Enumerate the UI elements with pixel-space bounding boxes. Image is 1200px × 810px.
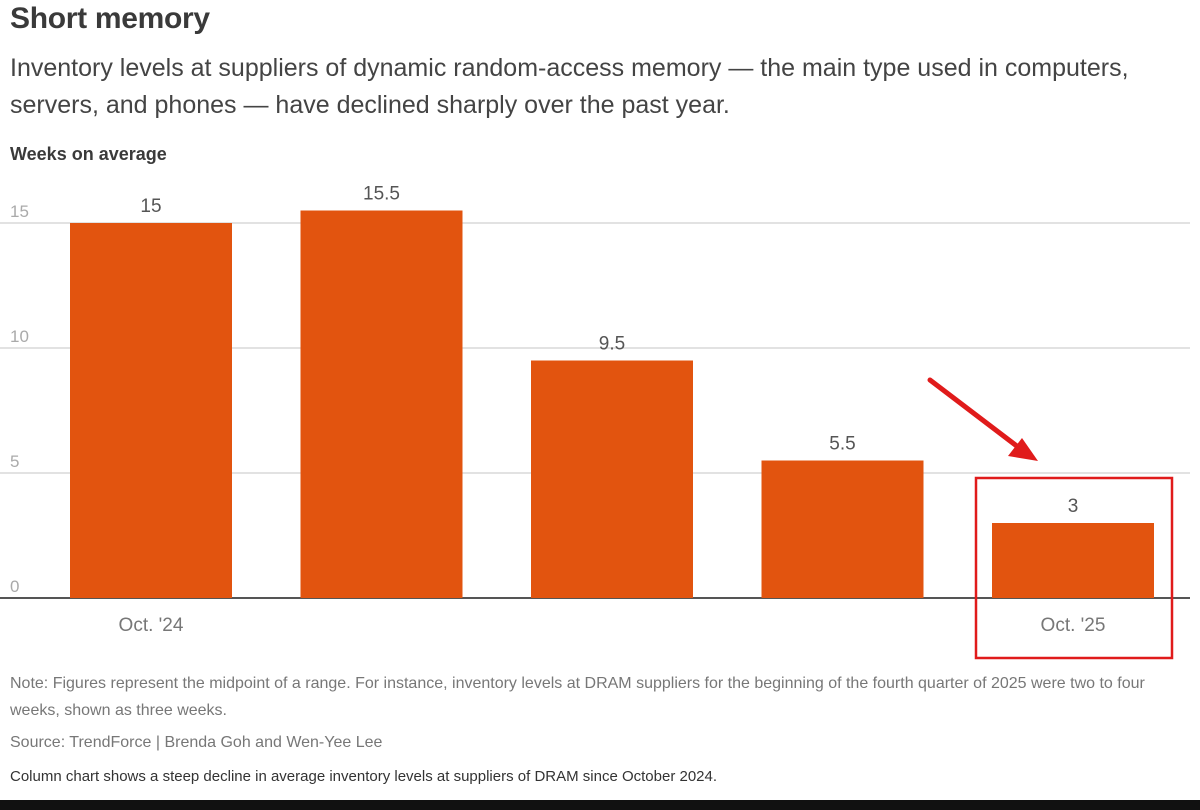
x-tick-label: Oct. '24 (119, 615, 184, 636)
bar-layer (70, 210, 1154, 598)
annotation-layer (927, 377, 1174, 660)
y-axis-label: Weeks on average (10, 144, 167, 164)
y-tick-label: 15 (10, 202, 29, 221)
chart-note: Note: Figures represent the midpoint of … (10, 675, 1145, 719)
bar (300, 210, 463, 598)
data-label: 5.5 (829, 434, 855, 455)
label-layer: 15 Oct. '24 15.5 9.5 5.5 3 Oct. '25 (119, 184, 1106, 637)
y-tick-label: 5 (10, 452, 19, 471)
highlight-box (974, 476, 1174, 660)
chart-description: Column chart shows a steep decline in av… (10, 768, 718, 785)
chart-title: Short memory (10, 2, 210, 35)
bar (992, 523, 1154, 598)
data-label: 15 (140, 196, 161, 217)
chart-subtitle: Inventory levels at suppliers of dynamic… (10, 54, 1129, 119)
data-label: 15.5 (363, 184, 400, 205)
arrow-shaft (927, 377, 1025, 453)
bar (70, 223, 232, 598)
bottom-bar (0, 800, 1200, 810)
data-label: 3 (1068, 496, 1079, 517)
bar-chart: 0 5 10 15 15 Oct. '24 15.5 9.5 5.5 3 Oct. '25 (0, 184, 1190, 660)
x-tick-label: Oct. '25 (1041, 615, 1106, 636)
chart-source: Source: TrendForce | Brenda Goh and Wen-… (10, 734, 383, 751)
y-tick-label: 0 (10, 577, 19, 596)
bar (531, 360, 693, 598)
bar (761, 460, 924, 598)
arrow-head (1008, 438, 1038, 461)
data-label: 9.5 (599, 334, 625, 355)
y-tick-label: 10 (10, 327, 29, 346)
